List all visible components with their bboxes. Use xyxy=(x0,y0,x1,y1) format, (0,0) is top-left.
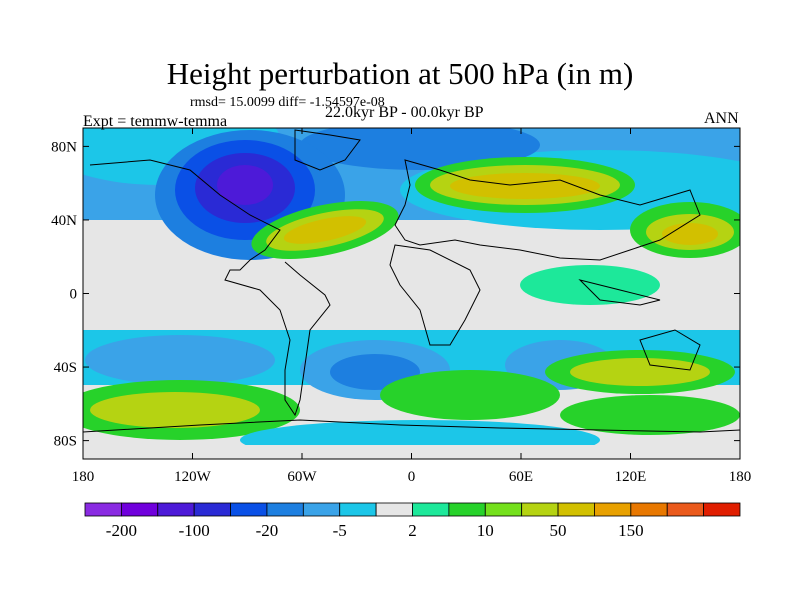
colorbar-label: -20 xyxy=(256,521,279,540)
y-tick-label: 80S xyxy=(54,434,77,450)
x-tick-label: 60E xyxy=(509,469,533,485)
colorbar-swatch xyxy=(703,502,741,517)
x-tick-label: 180 xyxy=(72,469,95,485)
colorbar-label: 50 xyxy=(550,521,567,540)
colorbar-swatch xyxy=(120,502,159,517)
colorbar-label: 10 xyxy=(477,521,494,540)
y-tick-label: 80N xyxy=(51,139,77,155)
colorbar-label: -100 xyxy=(179,521,210,540)
colorbar-label: 2 xyxy=(408,521,417,540)
colorbar-swatch xyxy=(412,502,450,517)
colorbar-swatch xyxy=(557,502,595,517)
colorbar-swatch xyxy=(484,502,523,517)
colorbar-swatch xyxy=(266,502,304,517)
colorbar-swatch xyxy=(521,502,559,517)
stats-label: rmsd= 15.0099 diff= -1.54597e-08 xyxy=(190,95,385,110)
colorbar-swatch xyxy=(666,502,705,517)
colorbar-swatch xyxy=(193,502,231,517)
colorbar-swatch xyxy=(157,502,195,517)
colorbar-swatch xyxy=(84,502,122,517)
x-axis: 180 120W 60W 0 60E 120E 180 xyxy=(72,128,752,485)
y-tick-label: 40S xyxy=(54,360,77,376)
colorbar-swatch xyxy=(630,502,668,517)
period-label: 22.0kyr BP - 00.0kyr BP xyxy=(325,104,484,121)
x-tick-label: 0 xyxy=(408,469,416,485)
chart-title: Height perturbation at 500 hPa (in m) xyxy=(166,56,634,91)
colorbar-swatch xyxy=(594,502,632,517)
x-tick-label: 60W xyxy=(287,469,317,485)
season-label: ANN xyxy=(704,110,739,127)
colorbar-swatch xyxy=(302,502,341,517)
x-tick-label: 120E xyxy=(615,469,647,485)
colorbar-swatch xyxy=(230,502,268,517)
y-tick-label: 40N xyxy=(51,213,77,229)
colorbar-swatch xyxy=(375,502,413,517)
colorbar-label: 150 xyxy=(618,521,644,540)
x-tick-label: 180 xyxy=(729,469,752,485)
y-axis: 80N 40N 0 40S 80S xyxy=(51,139,740,450)
colorbar-label: -200 xyxy=(106,521,137,540)
colorbar-swatch xyxy=(339,502,377,517)
colorbar-swatch xyxy=(448,502,486,517)
experiment-label: Expt = temmw-temma xyxy=(83,113,228,130)
colorbar-label: -5 xyxy=(333,521,347,540)
coastlines xyxy=(83,129,740,433)
x-tick-label: 120W xyxy=(174,469,212,485)
y-tick-label: 0 xyxy=(70,287,78,303)
anomaly-field xyxy=(83,128,740,459)
colorbar: -200 -100 -20 -5 2 10 50 150 xyxy=(84,502,741,540)
